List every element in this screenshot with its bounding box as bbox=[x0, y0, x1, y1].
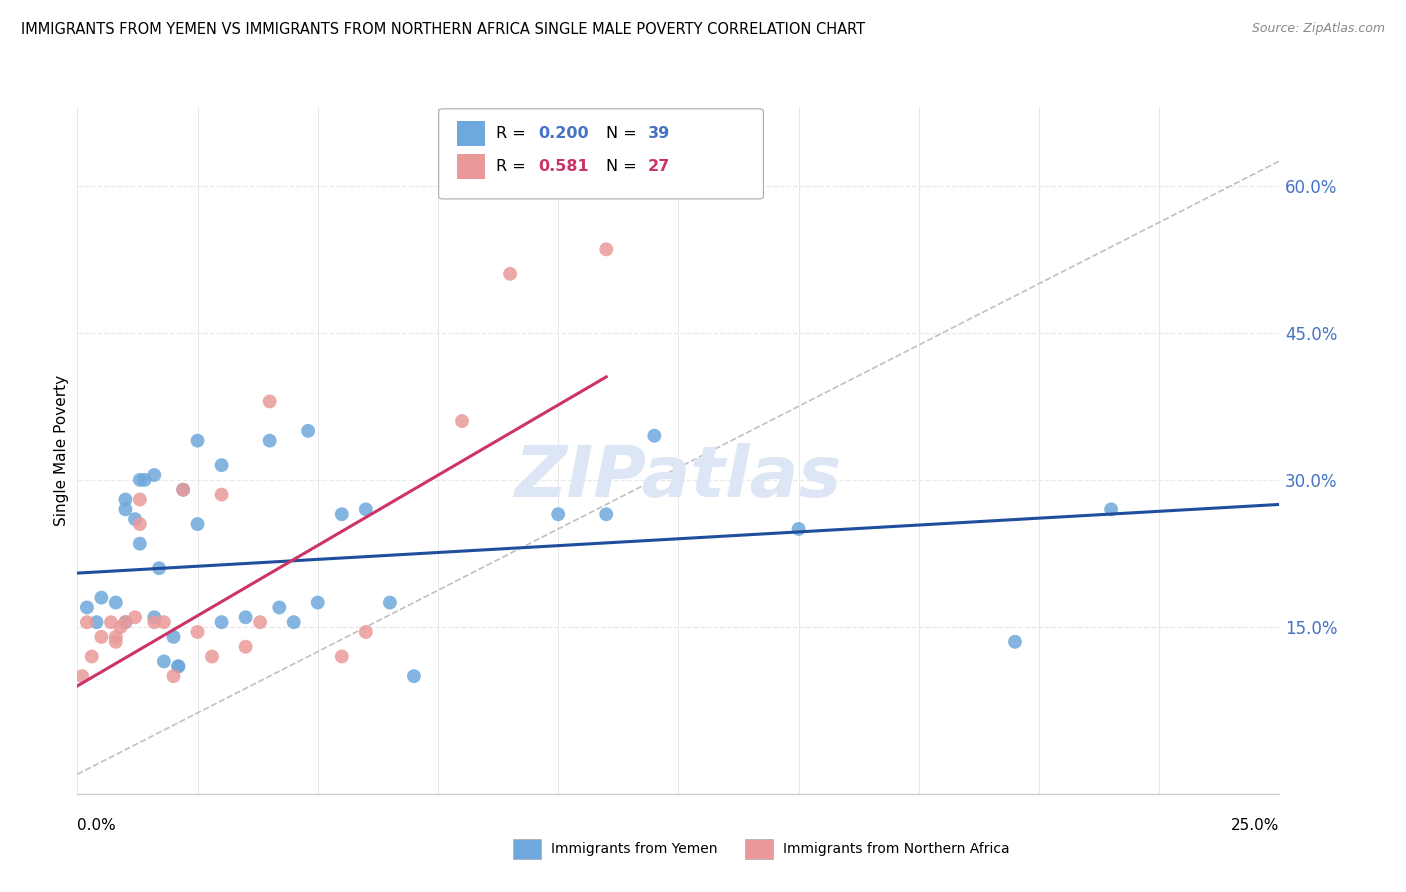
Point bbox=[80, 649, 103, 664]
Point bbox=[211, 458, 233, 473]
Text: N =: N = bbox=[606, 160, 643, 174]
Point bbox=[235, 610, 257, 624]
Point bbox=[114, 502, 136, 516]
Point bbox=[86, 615, 108, 630]
Point bbox=[90, 630, 112, 644]
Y-axis label: Single Male Poverty: Single Male Poverty bbox=[53, 375, 69, 526]
Point bbox=[595, 507, 617, 521]
Text: 39: 39 bbox=[648, 127, 671, 141]
Point bbox=[128, 537, 150, 551]
Text: IMMIGRANTS FROM YEMEN VS IMMIGRANTS FROM NORTHERN AFRICA SINGLE MALE POVERTY COR: IMMIGRANTS FROM YEMEN VS IMMIGRANTS FROM… bbox=[21, 22, 865, 37]
Point bbox=[172, 483, 194, 497]
Point bbox=[235, 640, 257, 654]
Point bbox=[162, 669, 184, 683]
Point bbox=[499, 267, 522, 281]
Point bbox=[134, 473, 156, 487]
Point bbox=[259, 434, 281, 448]
Text: R =: R = bbox=[496, 127, 531, 141]
Point bbox=[114, 615, 136, 630]
Point bbox=[143, 610, 166, 624]
Point bbox=[269, 600, 291, 615]
Point bbox=[104, 596, 127, 610]
Point bbox=[114, 615, 136, 630]
Point bbox=[70, 669, 93, 683]
Point bbox=[595, 242, 617, 257]
Point bbox=[162, 630, 184, 644]
Point bbox=[211, 615, 233, 630]
Point bbox=[143, 467, 166, 482]
Point bbox=[143, 615, 166, 630]
Text: 27: 27 bbox=[648, 160, 671, 174]
Point bbox=[104, 630, 127, 644]
Point bbox=[104, 635, 127, 649]
Text: 0.0%: 0.0% bbox=[77, 818, 117, 833]
Point bbox=[76, 600, 98, 615]
Point bbox=[259, 394, 281, 409]
Point bbox=[211, 487, 233, 501]
Text: ZIPatlas: ZIPatlas bbox=[515, 443, 842, 512]
Point bbox=[124, 512, 146, 526]
Text: N =: N = bbox=[606, 127, 643, 141]
Text: 0.200: 0.200 bbox=[538, 127, 589, 141]
Point bbox=[76, 615, 98, 630]
Point bbox=[249, 615, 271, 630]
Point bbox=[153, 655, 176, 669]
Point bbox=[330, 507, 353, 521]
Point bbox=[148, 561, 170, 575]
Text: 0.581: 0.581 bbox=[538, 160, 589, 174]
Point bbox=[451, 414, 474, 428]
Point bbox=[128, 473, 150, 487]
Point bbox=[787, 522, 810, 536]
Point bbox=[128, 492, 150, 507]
Point bbox=[114, 492, 136, 507]
Text: 25.0%: 25.0% bbox=[1232, 818, 1279, 833]
Point bbox=[128, 517, 150, 532]
Text: R =: R = bbox=[496, 160, 531, 174]
Point bbox=[1099, 502, 1122, 516]
Text: Immigrants from Northern Africa: Immigrants from Northern Africa bbox=[783, 842, 1010, 856]
Point bbox=[187, 434, 209, 448]
Point bbox=[167, 659, 190, 673]
Point bbox=[90, 591, 112, 605]
Point bbox=[187, 517, 209, 532]
Point bbox=[187, 624, 209, 639]
Point bbox=[124, 610, 146, 624]
Point bbox=[354, 502, 377, 516]
Point bbox=[378, 596, 401, 610]
Point bbox=[153, 615, 176, 630]
Point bbox=[402, 669, 425, 683]
Point bbox=[110, 620, 132, 634]
Text: Source: ZipAtlas.com: Source: ZipAtlas.com bbox=[1251, 22, 1385, 36]
Point bbox=[547, 507, 569, 521]
Point bbox=[1004, 635, 1026, 649]
Point bbox=[307, 596, 329, 610]
Point bbox=[201, 649, 224, 664]
Point bbox=[100, 615, 122, 630]
Point bbox=[167, 659, 190, 673]
Point bbox=[297, 424, 319, 438]
Text: Immigrants from Yemen: Immigrants from Yemen bbox=[551, 842, 717, 856]
Point bbox=[283, 615, 305, 630]
Point bbox=[643, 429, 665, 443]
Point bbox=[354, 624, 377, 639]
Point bbox=[330, 649, 353, 664]
Point bbox=[172, 483, 194, 497]
